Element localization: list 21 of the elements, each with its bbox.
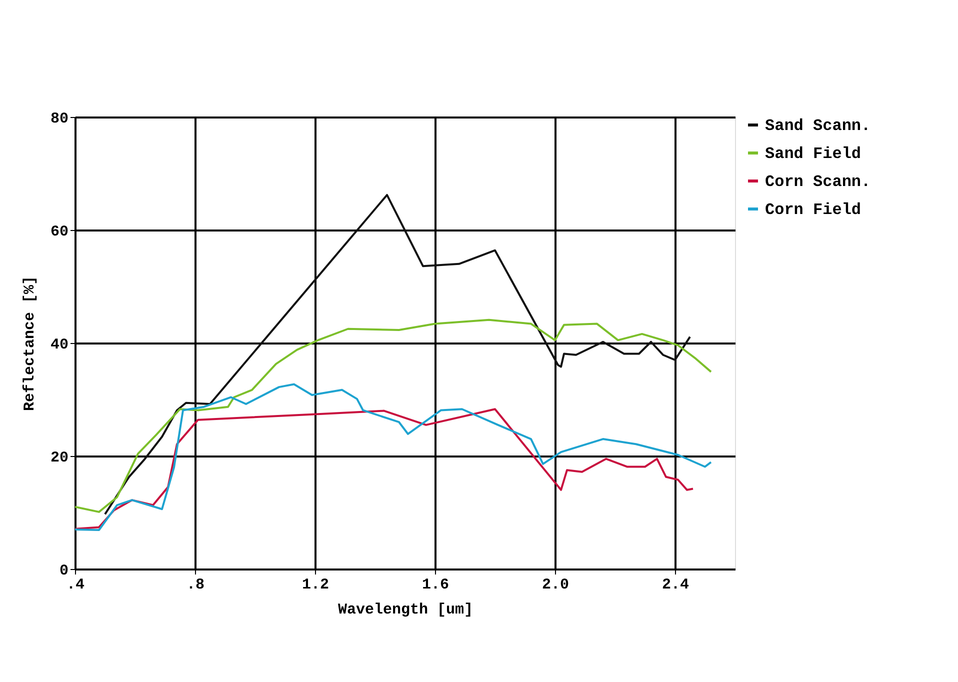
- y-axis-title: Reflectance [%]: [21, 276, 38, 412]
- y-tick-label: 20: [50, 450, 68, 466]
- x-axis-title: Wavelength [um]: [338, 602, 474, 618]
- line-series: [104, 194, 691, 516]
- x-tick-label: 2.4: [662, 576, 690, 594]
- x-tick-label: .8: [186, 576, 205, 594]
- legend-label: Sand Scann.: [765, 117, 871, 135]
- line-series: [75, 408, 694, 530]
- x-tick-label: 1.2: [302, 576, 330, 594]
- line-series: [75, 318, 712, 513]
- y-tick-label: 60: [50, 224, 68, 240]
- x-tick-label: .4: [66, 576, 85, 594]
- x-tick-label: 1.6: [422, 576, 450, 594]
- y-tick-label: 40: [50, 336, 68, 354]
- x-tick-label: 2.0: [542, 576, 570, 594]
- legend-label: Corn Field: [765, 201, 862, 219]
- legend-label: Sand Field: [765, 145, 862, 163]
- y-tick-label: 80: [50, 110, 68, 128]
- y-tick-label: 0: [59, 562, 68, 580]
- legend-label: Corn Scann.: [765, 173, 871, 191]
- line-series: [75, 383, 712, 532]
